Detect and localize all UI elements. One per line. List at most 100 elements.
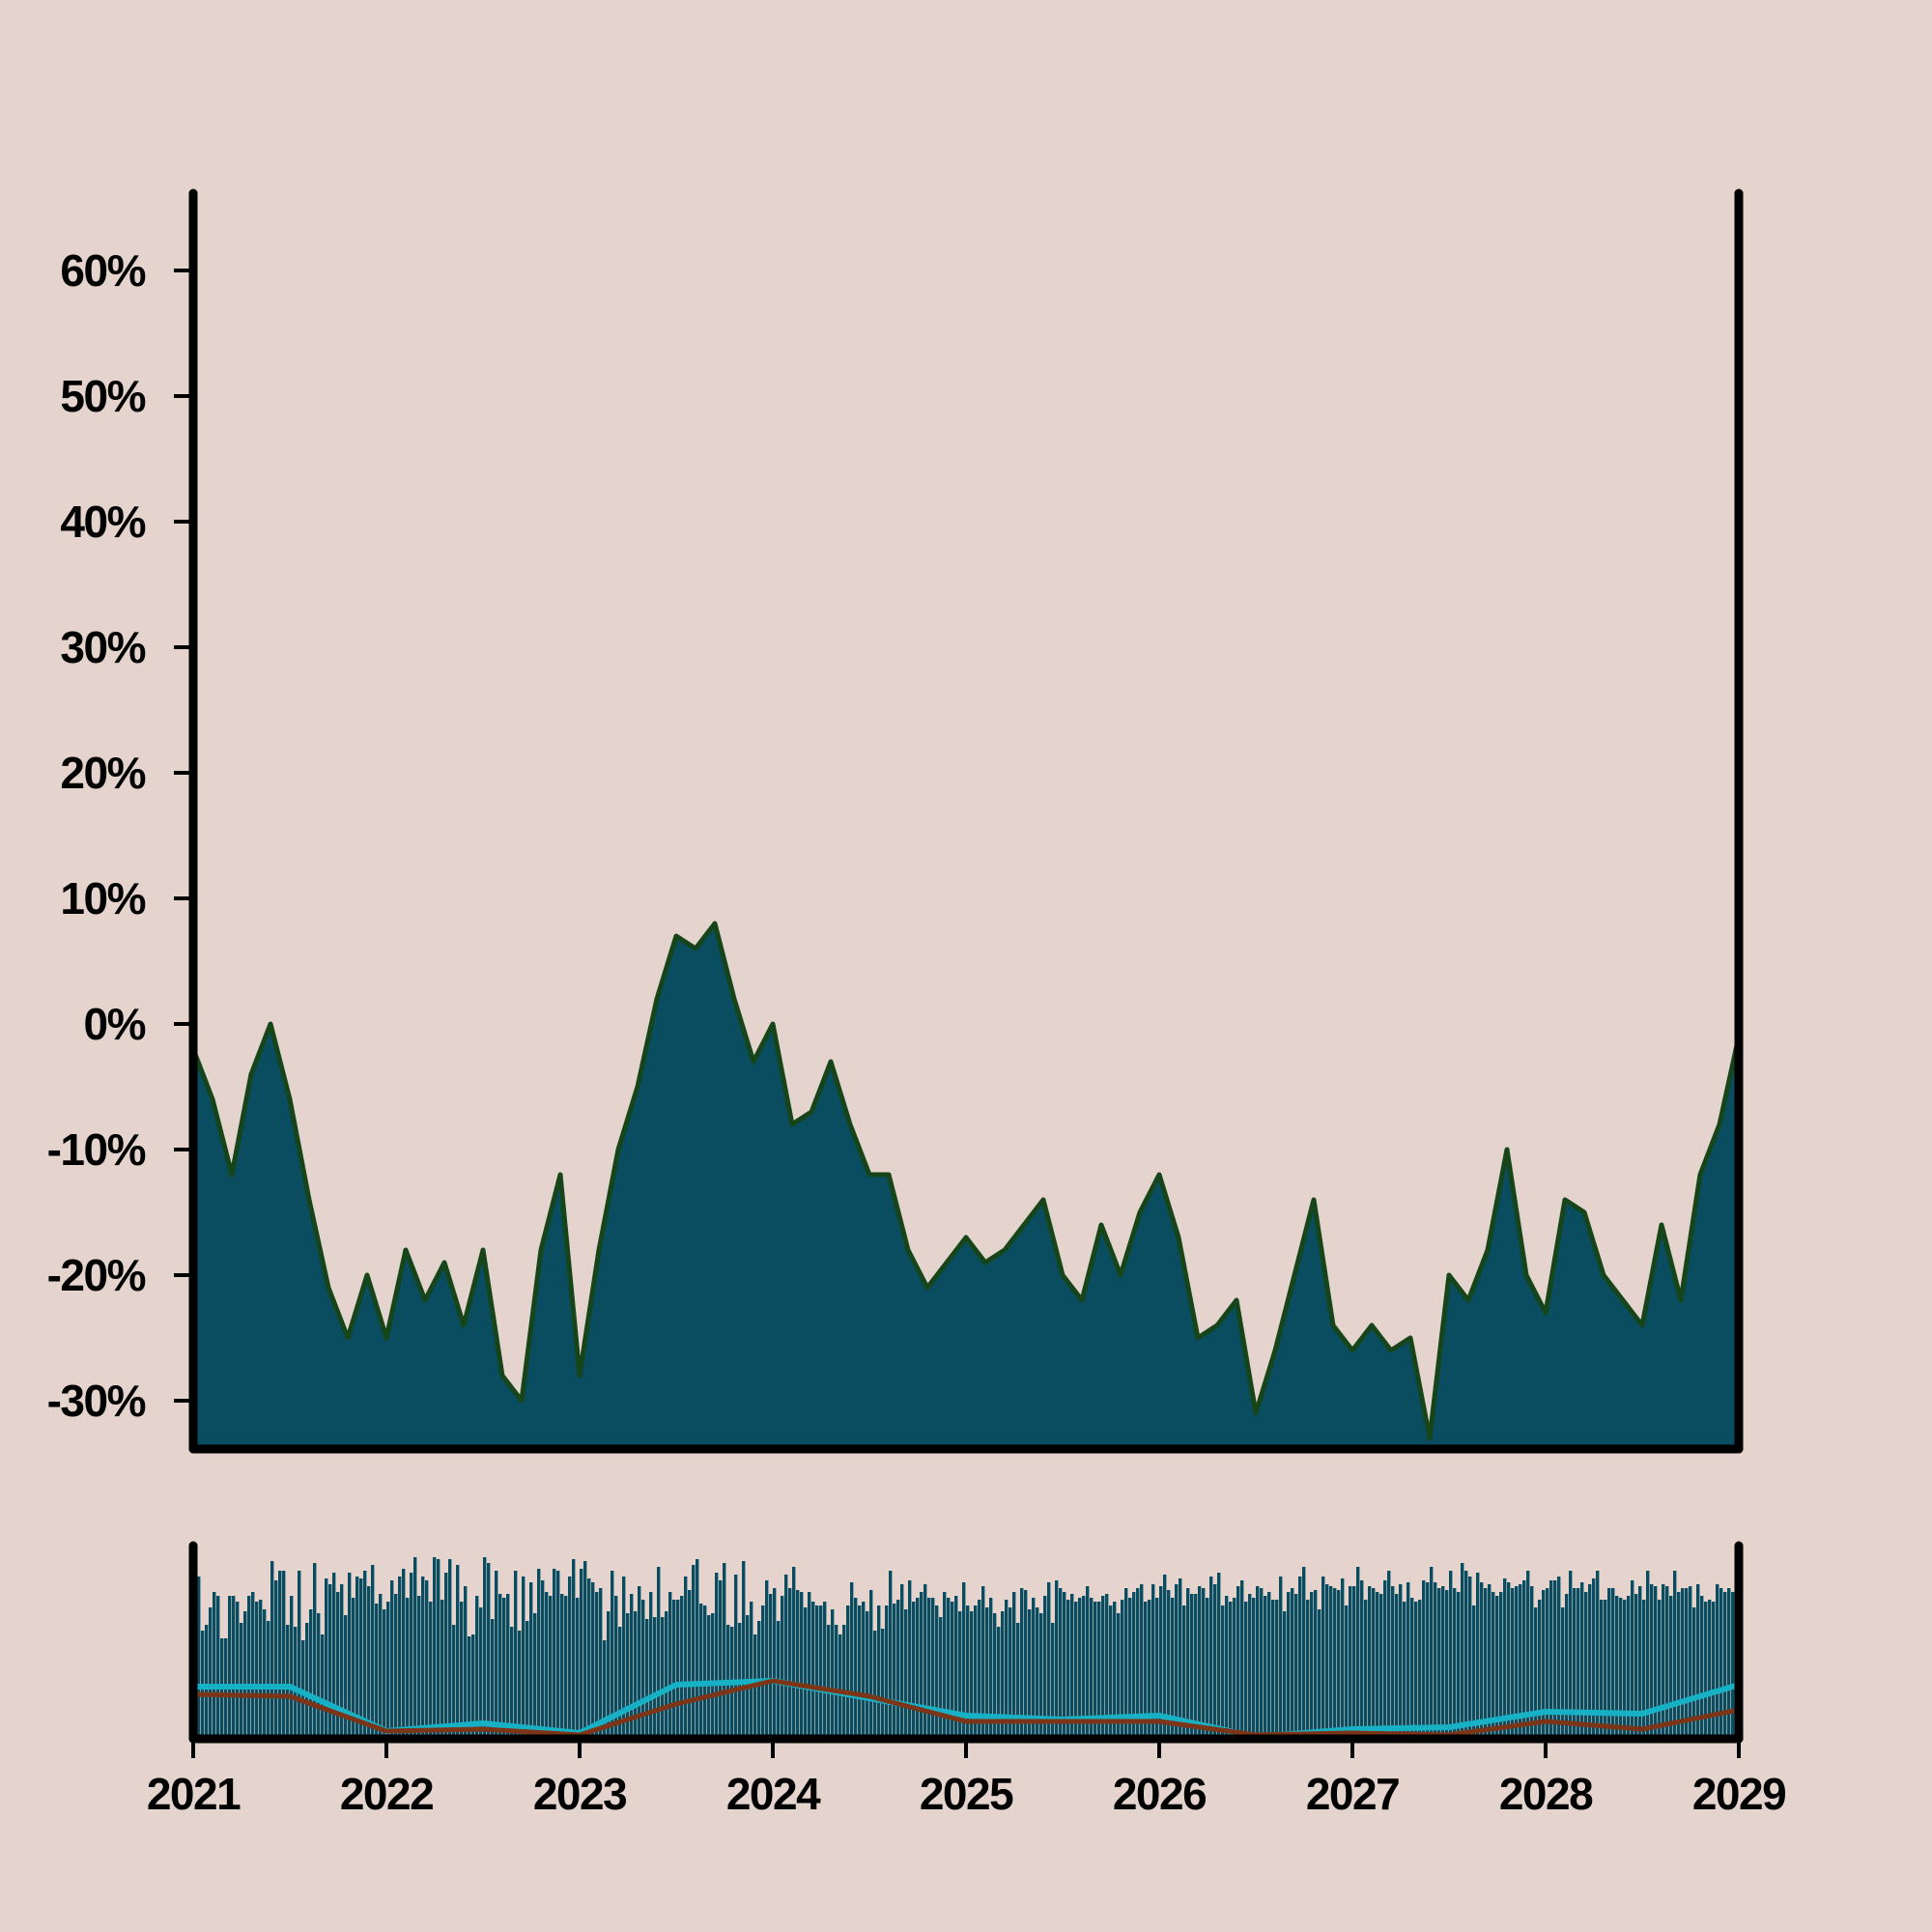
volume-bar	[1383, 1580, 1387, 1739]
volume-bar	[1422, 1580, 1426, 1739]
volume-bar	[1105, 1594, 1109, 1739]
volume-bar	[1213, 1584, 1217, 1739]
volume-bar	[437, 1559, 440, 1739]
volume-bar	[800, 1592, 804, 1739]
volume-bar	[1426, 1582, 1430, 1739]
volume-bar	[1047, 1582, 1051, 1739]
volume-bar	[595, 1592, 599, 1739]
volume-bar	[893, 1604, 896, 1739]
volume-bar	[363, 1571, 367, 1739]
volume-bar	[1708, 1600, 1712, 1739]
volume-bar	[321, 1634, 325, 1739]
volume-bar	[471, 1634, 475, 1739]
volume-bar	[688, 1590, 692, 1739]
volume-bar	[1522, 1580, 1526, 1739]
volume-bar	[1124, 1588, 1128, 1739]
volume-bar	[1453, 1588, 1457, 1739]
volume-bar	[247, 1596, 251, 1739]
volume-bar	[1662, 1584, 1665, 1739]
volume-bar	[444, 1573, 448, 1739]
volume-bar	[788, 1588, 792, 1739]
volume-bar	[1430, 1567, 1434, 1739]
volume-bar	[448, 1559, 452, 1739]
volume-bar	[1507, 1582, 1511, 1739]
volume-bar	[869, 1590, 873, 1739]
volume-bar	[1495, 1596, 1499, 1739]
volume-bar	[294, 1627, 298, 1739]
volume-bar	[1723, 1592, 1727, 1739]
volume-bar	[630, 1594, 634, 1739]
volume-bar	[819, 1605, 823, 1739]
volume-bar	[1140, 1584, 1144, 1739]
volume-bar	[429, 1602, 433, 1739]
volume-bar	[1240, 1580, 1244, 1739]
volume-bar	[792, 1567, 796, 1739]
volume-bar	[1434, 1582, 1437, 1739]
volume-bar	[1638, 1586, 1642, 1739]
volume-bar	[502, 1598, 506, 1739]
volume-bar	[425, 1580, 429, 1739]
volume-bar	[1488, 1584, 1492, 1739]
volume-bar	[1325, 1584, 1329, 1739]
volume-bar	[1457, 1592, 1461, 1739]
volume-bar	[348, 1573, 352, 1739]
volume-bar	[1689, 1586, 1692, 1739]
volume-bar	[1677, 1592, 1681, 1739]
volume-bar	[1321, 1577, 1325, 1739]
y-tick-label: 30%	[60, 622, 145, 672]
volume-bar	[1337, 1590, 1341, 1739]
volume-bar	[746, 1615, 750, 1739]
volume-bar	[823, 1602, 827, 1739]
volume-bar	[216, 1596, 220, 1739]
volume-bar	[1569, 1571, 1573, 1739]
volume-bar	[568, 1577, 572, 1739]
volume-bar	[402, 1569, 406, 1739]
volume-bar	[641, 1600, 645, 1739]
volume-bar	[213, 1592, 216, 1739]
volume-bar	[375, 1604, 379, 1739]
volume-bar	[1341, 1578, 1345, 1739]
x-tick-label: 2025	[920, 1769, 1013, 1819]
volume-bar	[1043, 1596, 1047, 1739]
volume-bar	[1685, 1588, 1689, 1739]
volume-bar	[421, 1577, 425, 1739]
volume-bar	[815, 1605, 819, 1739]
volume-bar	[750, 1602, 753, 1739]
volume-bar	[344, 1615, 348, 1739]
volume-bar	[951, 1602, 954, 1739]
volume-bar	[1132, 1592, 1136, 1739]
volume-bar	[232, 1596, 236, 1739]
volume-bar	[978, 1600, 981, 1739]
volume-bar	[305, 1623, 309, 1739]
volume-bar	[1275, 1600, 1279, 1739]
volume-bar	[645, 1619, 649, 1739]
volume-bar	[947, 1598, 951, 1739]
x-tick-label: 2029	[1692, 1769, 1785, 1819]
volume-bar	[1549, 1580, 1553, 1739]
volume-bar	[634, 1611, 638, 1739]
volume-bar	[1600, 1600, 1604, 1739]
volume-bar	[954, 1596, 958, 1739]
volume-bar	[278, 1571, 282, 1739]
volume-bar	[908, 1580, 912, 1739]
volume-bar	[618, 1627, 622, 1739]
volume-bar	[282, 1571, 286, 1739]
volume-bar	[896, 1600, 900, 1739]
volume-bar	[1580, 1582, 1584, 1739]
volume-bar	[1480, 1582, 1484, 1739]
volume-bar	[927, 1598, 931, 1739]
volume-bar	[1492, 1592, 1495, 1739]
volume-bar	[885, 1605, 889, 1739]
volume-bar	[1294, 1594, 1298, 1739]
volume-bar	[1175, 1584, 1179, 1739]
volume-bar	[916, 1598, 920, 1739]
volume-bar	[1070, 1594, 1074, 1739]
volume-bar	[1256, 1586, 1260, 1739]
y-tick-label: -10%	[47, 1124, 146, 1175]
volume-bar	[804, 1607, 808, 1739]
x-tick-label: 2024	[726, 1769, 821, 1819]
volume-bar	[1700, 1596, 1704, 1739]
volume-bar	[383, 1609, 386, 1739]
moving-average-line-brown	[192, 1678, 1740, 1738]
volume-bar	[1066, 1600, 1070, 1739]
